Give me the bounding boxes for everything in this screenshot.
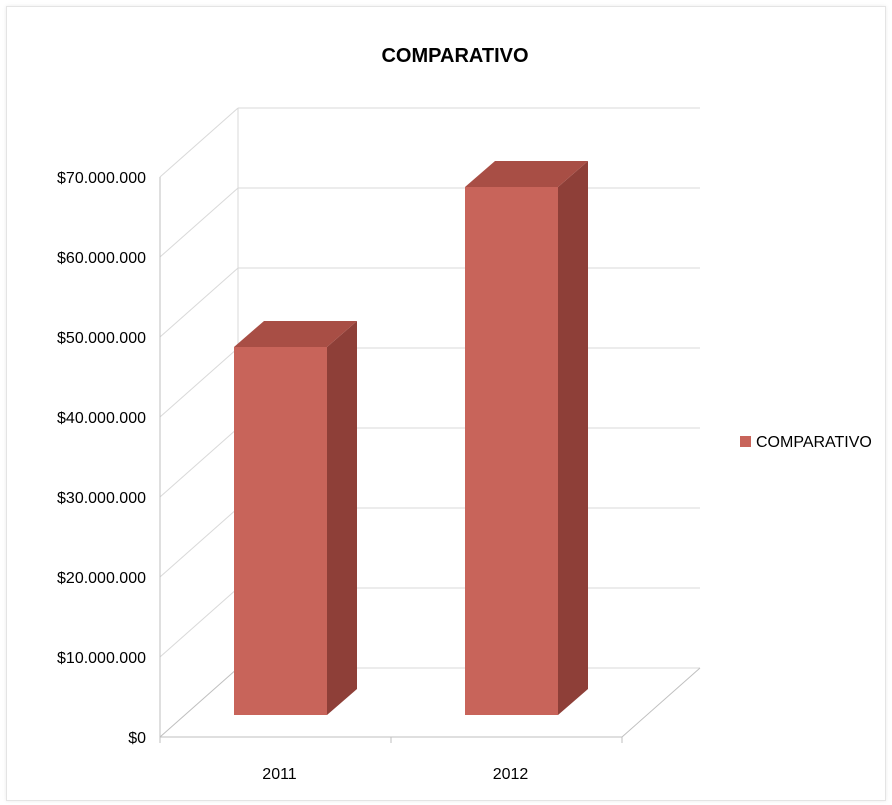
gridline-side bbox=[159, 107, 239, 178]
bar-front-face bbox=[234, 347, 327, 715]
bar-front-face bbox=[465, 187, 558, 715]
chart-title: COMPARATIVO bbox=[381, 45, 528, 67]
bar-top-face bbox=[465, 161, 588, 187]
x-tick-label: 2012 bbox=[493, 766, 529, 783]
gridline-side bbox=[159, 507, 239, 578]
bar-side-face bbox=[558, 161, 588, 715]
gridline-side bbox=[159, 587, 239, 658]
y-axis-ticks: $0 $10.000.000 $20.000.000 $30.000.000 $40.0… bbox=[57, 170, 146, 747]
legend: COMPARATIVO bbox=[740, 434, 872, 451]
bar-2012 bbox=[465, 161, 588, 715]
gridline-side bbox=[159, 267, 239, 338]
y-tick-label: $20.000.000 bbox=[57, 570, 146, 587]
bar-layer bbox=[234, 161, 588, 715]
bar-top-face bbox=[234, 321, 357, 347]
gridline-side bbox=[159, 347, 239, 418]
gridline-side bbox=[159, 187, 239, 258]
legend-swatch bbox=[740, 436, 751, 447]
x-axis-ticks: 2011 2012 bbox=[159, 737, 623, 783]
gridline-side bbox=[159, 667, 239, 738]
y-tick-label: $0 bbox=[128, 730, 146, 747]
y-tick-label: $30.000.000 bbox=[57, 490, 146, 507]
y-tick-label: $50.000.000 bbox=[57, 330, 146, 347]
y-tick-label: $10.000.000 bbox=[57, 650, 146, 667]
x-tick-label: 2011 bbox=[262, 766, 297, 783]
bar-side-face bbox=[327, 321, 357, 715]
y-tick-label: $40.000.000 bbox=[57, 410, 146, 427]
legend-label: COMPARATIVO bbox=[756, 434, 872, 451]
bar-2011 bbox=[234, 321, 357, 715]
y-tick-label: $60.000.000 bbox=[57, 250, 146, 267]
gridline-side bbox=[159, 427, 239, 498]
floor-right-edge bbox=[621, 667, 701, 738]
y-tick-label: $70.000.000 bbox=[57, 170, 146, 187]
